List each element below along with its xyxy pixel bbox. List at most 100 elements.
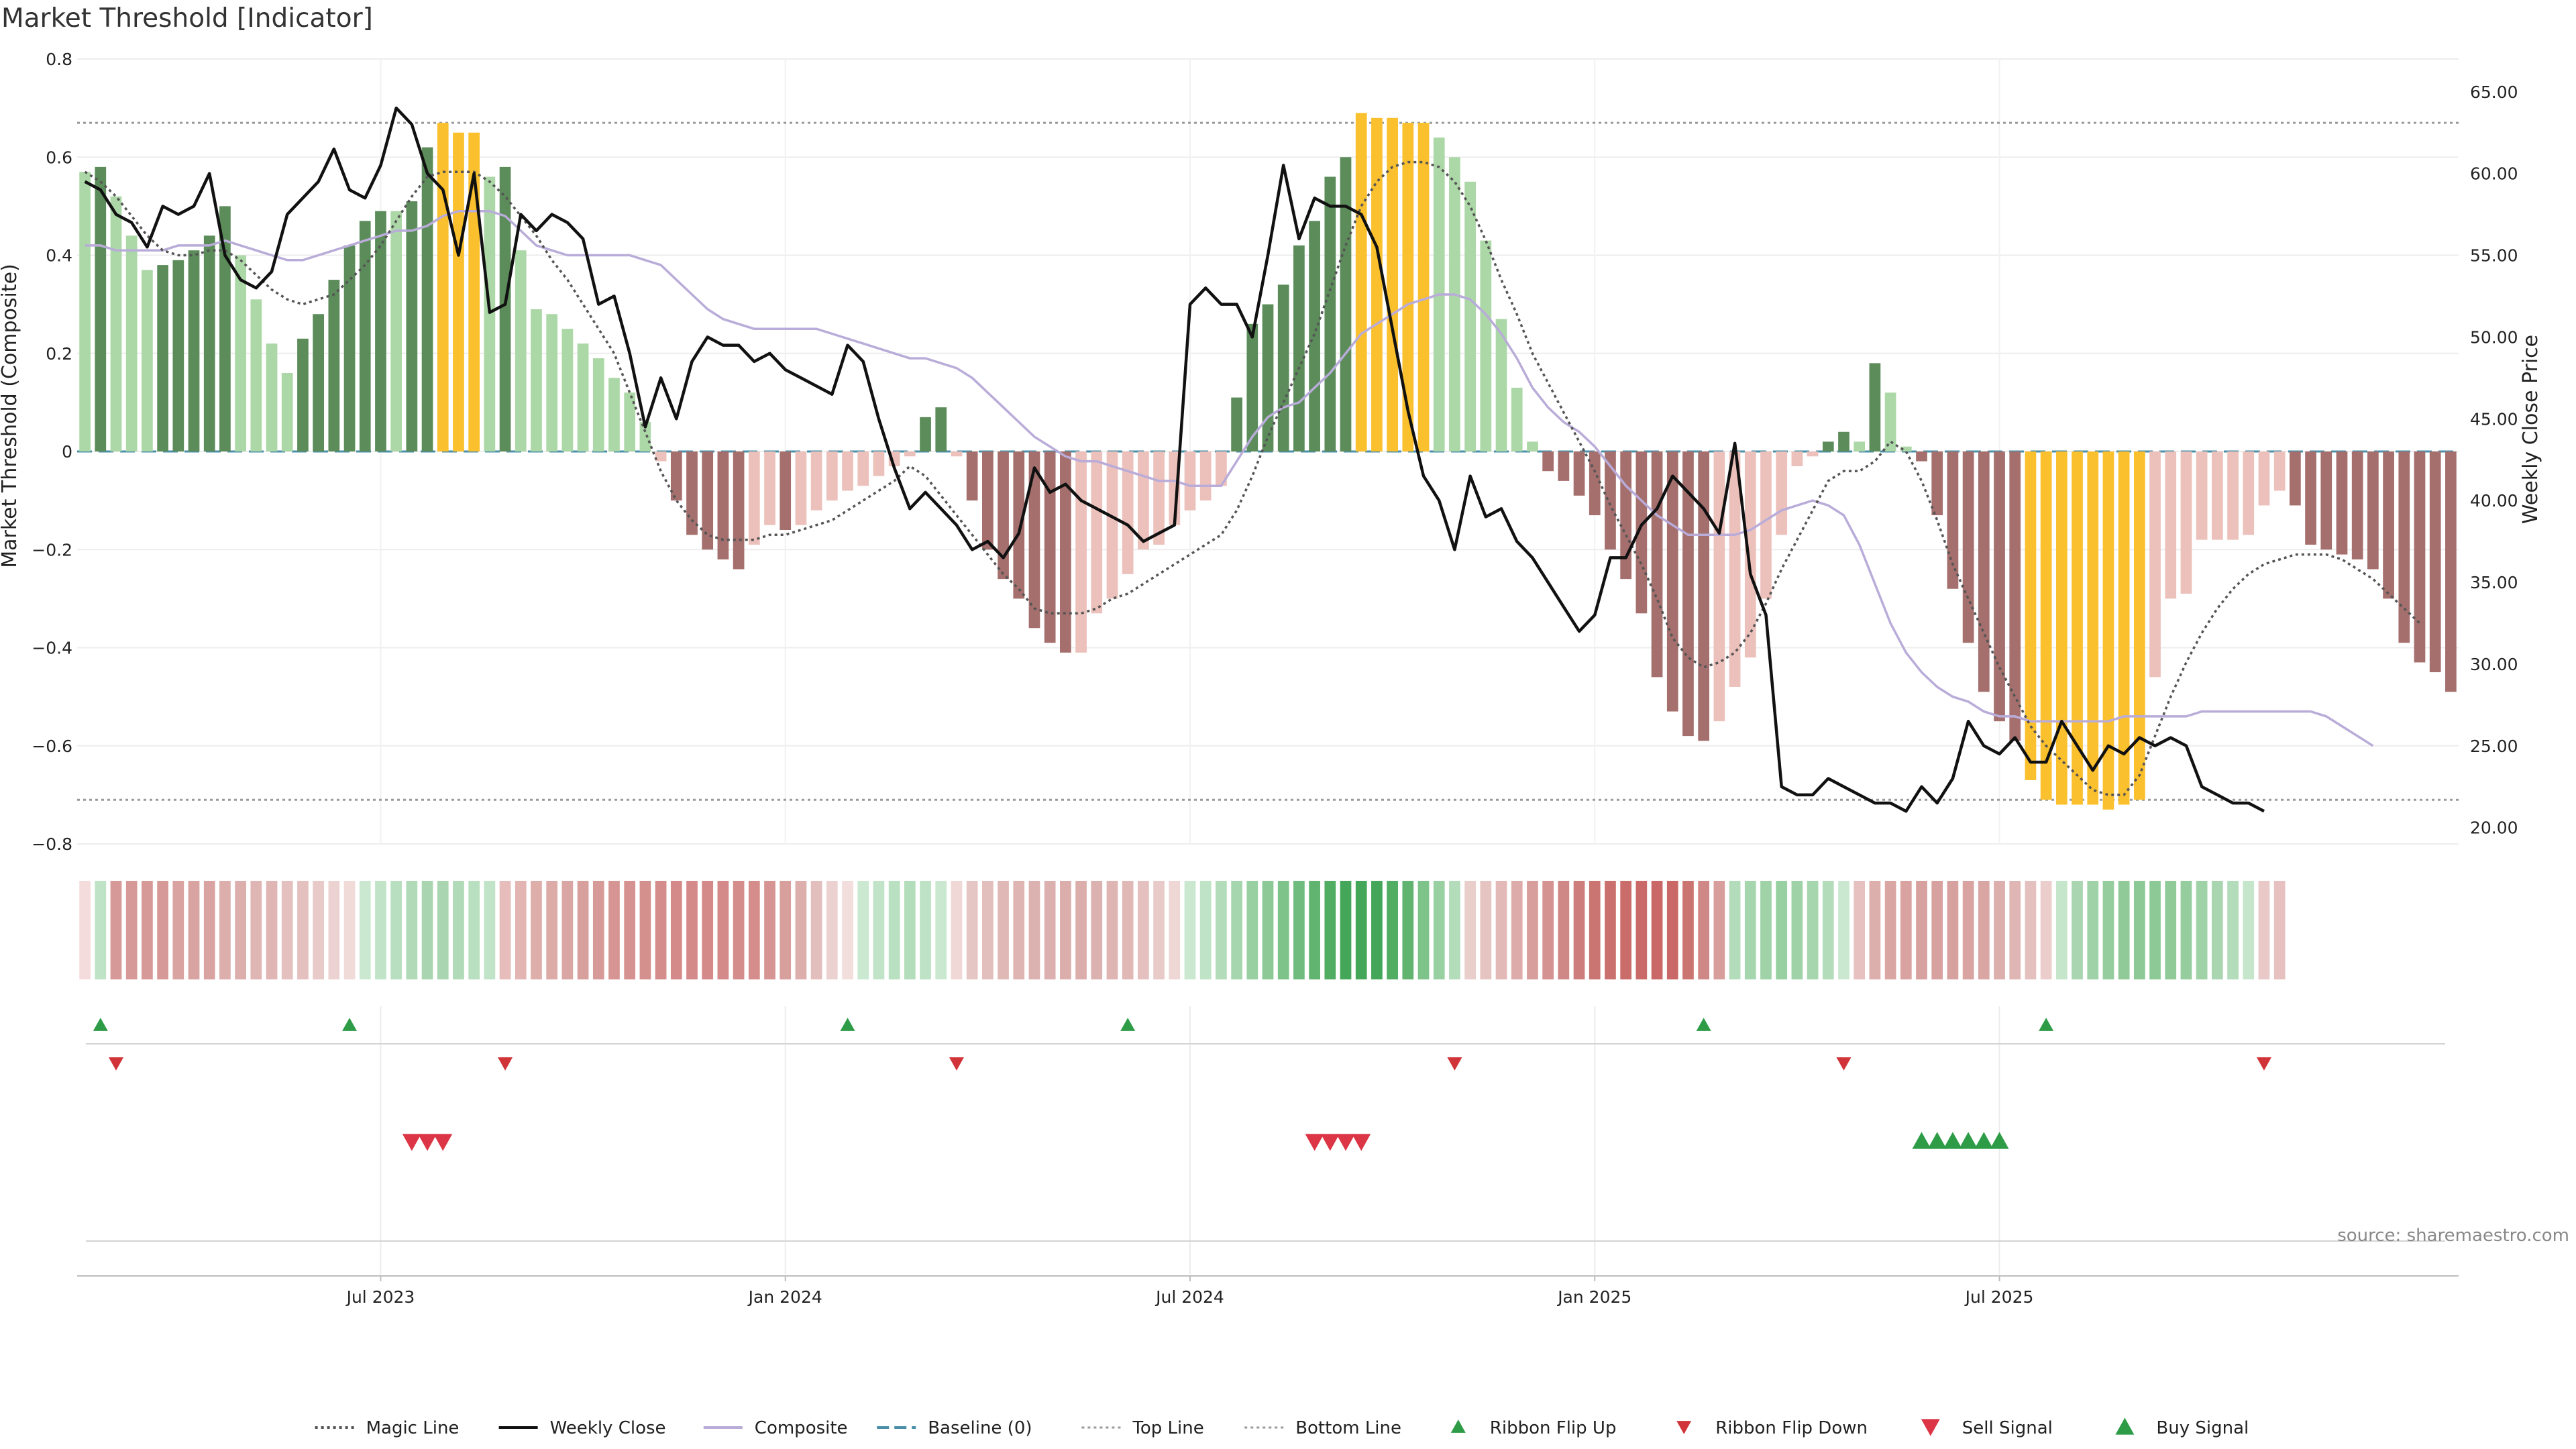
ribbon-cell [328,881,340,979]
ribbon-cell [1573,881,1585,979]
indicator-lines [84,106,2421,813]
left-tick-label: 0.8 [46,50,72,69]
right-tick-label: 35.00 [2470,573,2518,592]
composite-bar [328,280,340,451]
composite-bar [1589,451,1601,516]
ribbon-cell [499,881,511,979]
ribbon-cell [2118,881,2130,979]
composite-bar [95,166,107,451]
composite-bar [281,373,293,451]
ribbon-cell [873,881,885,979]
left-tick-label: −0.8 [32,835,72,854]
ribbon-cell [2102,881,2114,979]
ribbon-cell [437,881,449,979]
ribbon-cell [702,881,714,979]
ribbon-cell [935,881,947,979]
ribbon-cell [453,881,464,979]
legend-label: Ribbon Flip Down [1715,1418,1868,1438]
composite-bar [125,235,138,451]
ribbon-cell [639,881,651,979]
right-tick-label: 65.00 [2470,83,2518,102]
composite-bar [375,211,386,451]
ribbon-cell [624,881,636,979]
composite-bar [842,451,853,491]
composite-bar [717,451,729,559]
ribbon-cell [857,881,869,979]
sell-signal-marker [433,1134,453,1151]
ribbon-flip-up-marker [2039,1018,2054,1031]
composite-bar [1729,451,1741,687]
legend-label: Sell Signal [1962,1418,2053,1438]
x-tick-label: Jan 2024 [747,1287,822,1307]
composite-bar [2414,451,2426,663]
composite-bar [235,255,246,451]
ribbon-cell [2087,881,2099,979]
composite-bar [2398,451,2410,643]
ribbon-cell [1028,881,1040,979]
ribbon-cell [2025,881,2037,979]
composite-bar [561,329,574,451]
composite-bar [2351,451,2363,559]
ribbon-cell [2196,881,2208,979]
ribbon-cell [1387,881,1398,979]
ribbon-cell [421,881,433,979]
composite-bar [1916,451,1927,462]
composite-bar [780,451,792,530]
ribbon-cell [670,881,682,979]
ribbon-cell [826,881,838,979]
composite-bar [1355,113,1367,451]
composite-bar [157,265,168,451]
ribbon-cell [1760,881,1772,979]
composite-bar [1542,451,1554,472]
ribbon-cell [1231,881,1242,979]
ribbon-cell [235,881,246,979]
ribbon-cell [1651,881,1663,979]
ribbon-cell [531,881,542,979]
composite-bar [1760,451,1772,599]
ribbon-cell [79,881,91,979]
ribbon-cell [2227,881,2239,979]
composite-bar [2212,451,2223,540]
ribbon-cell [1620,881,1632,979]
ribbon-cell [1682,881,1694,979]
composite-bars [79,113,2457,810]
ribbon-cell [1464,881,1476,979]
ribbon-cell [313,881,324,979]
ribbon-cell [142,881,153,979]
composite-bar [1698,451,1710,741]
composite-bar [1060,451,1071,653]
composite-bar [1962,451,1974,643]
legend-label: Top Line [1132,1418,1203,1438]
ribbon-cell [577,881,589,979]
buy-signal-marker [1927,1132,1947,1149]
x-tick-label: Jul 2024 [1155,1287,1224,1307]
composite-bar [1246,323,1258,451]
buy-signal-marker [1943,1132,1962,1149]
composite-bar [1558,451,1570,481]
composite-bar [1573,451,1585,496]
ribbon-flip-down-marker [109,1057,124,1071]
composite-bar [2305,451,2316,545]
ribbon-cell [484,881,496,979]
ribbon-flip-up-marker [1120,1018,1136,1031]
ribbon-cell [1869,881,1881,979]
composite-bar [2072,451,2083,805]
buy-signal-marker [1959,1132,1978,1149]
composite-bar [2243,451,2255,535]
composite-bar [2258,451,2270,506]
ribbon-cell [1184,881,1196,979]
ribbon-cell [1978,881,1990,979]
ribbon-flip-up-marker [342,1018,358,1031]
x-tick-label: Jul 2025 [1964,1287,2034,1307]
ribbon-cell [1791,881,1803,979]
composite-bar [2087,451,2099,805]
ribbon-cell [717,881,729,979]
ribbon-cell [157,881,168,979]
composite-bar [421,147,433,451]
ribbon-cell [1277,881,1289,979]
right-tick-label: 60.00 [2470,164,2518,184]
composite-bar [1822,441,1834,451]
legend: Magic Line Weekly Close Composite Baseline … [315,1417,2249,1438]
ribbon-cell [592,881,604,979]
ribbon-cell [1216,881,1227,979]
